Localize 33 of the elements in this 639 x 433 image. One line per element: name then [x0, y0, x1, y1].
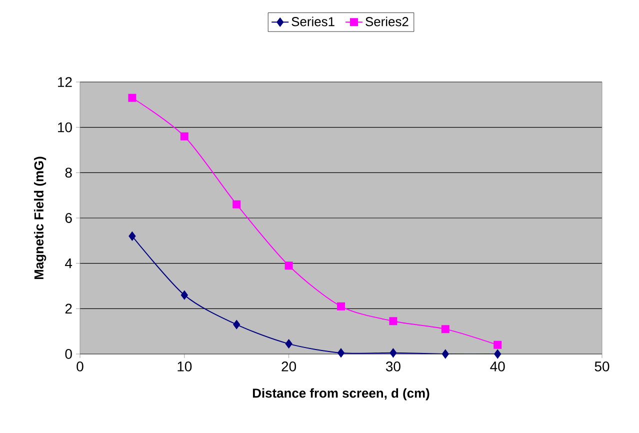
x-tick-label: 0: [76, 362, 84, 372]
y-tick-label: 10: [58, 122, 72, 132]
point: [337, 302, 346, 310]
y-tick-label: 12: [58, 77, 72, 87]
point: [442, 350, 449, 358]
point: [128, 94, 136, 102]
legend-label: Series2: [366, 16, 408, 26]
point: [285, 339, 292, 348]
y-tick-label: 6: [65, 213, 72, 223]
point: [338, 348, 345, 358]
legend-label: Series1: [292, 16, 334, 26]
point: [284, 262, 293, 270]
point: [180, 132, 188, 140]
x-axis-title: Distance from screen, d (cm): [252, 388, 430, 400]
point: [128, 232, 136, 241]
x-tick-label: 20: [282, 362, 296, 372]
x-tick-label: 10: [178, 362, 192, 372]
y-tick-label: 2: [65, 304, 72, 314]
point: [233, 320, 240, 330]
y-tick-label: 8: [65, 168, 72, 178]
point: [494, 350, 502, 358]
point: [494, 340, 502, 349]
y-axis-title: Magnetic Field (mG): [34, 156, 46, 280]
x-tick-label: 50: [594, 362, 610, 372]
point: [390, 348, 397, 358]
point: [232, 200, 241, 208]
point: [441, 325, 450, 334]
point: [389, 317, 398, 326]
y-tick-label: 0: [65, 349, 72, 359]
x-tick-label: 40: [490, 362, 505, 372]
x-tick-label: 30: [386, 362, 400, 372]
point: [180, 290, 188, 300]
y-tick-label: 4: [65, 258, 72, 268]
